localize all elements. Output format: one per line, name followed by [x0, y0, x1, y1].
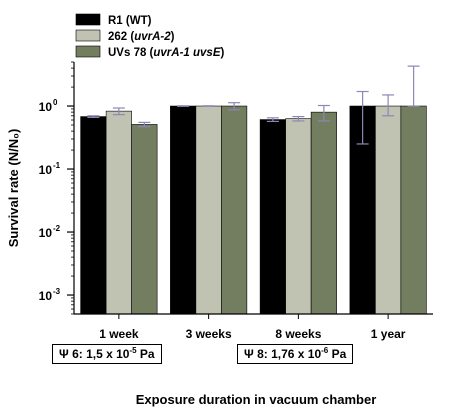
legend-label: UVs 78 (uvrA-1 uvsE) — [108, 47, 225, 59]
legend-swatch — [75, 13, 101, 26]
y-tick-label: 10 — [39, 226, 53, 240]
y-tick-exponent: -2 — [53, 224, 61, 233]
condition-unit: Pa — [328, 347, 347, 361]
legend-label: 262 (uvrA-2) — [108, 31, 175, 43]
y-axis-title: Survival rate (N/N₀) — [6, 129, 21, 248]
y-tick-exponent: 0 — [53, 98, 58, 107]
bar — [285, 118, 312, 315]
legend-label: R1 (WT) — [108, 15, 152, 27]
condition-exponent: -6 — [321, 346, 329, 355]
bar — [131, 124, 158, 315]
y-tick-label: 10 — [39, 163, 53, 177]
condition-exponent: -5 — [129, 346, 137, 355]
condition-box-vacuum-b: Ψ 8: 1,76 x 10-6 Pa — [237, 344, 354, 364]
psi-symbol: Ψ — [59, 347, 69, 361]
bar — [80, 116, 107, 315]
x-tick-label: 1 week — [99, 327, 139, 341]
y-tick-label: 10 — [39, 100, 53, 114]
x-tick-label: 8 weeks — [275, 327, 321, 341]
psi-symbol: Ψ — [244, 347, 254, 361]
y-tick-exponent: -3 — [53, 287, 61, 296]
bar — [105, 110, 132, 315]
bar — [170, 105, 197, 315]
x-axis-title: Exposure duration in vacuum chamber — [136, 392, 377, 407]
y-tick-exponent: -1 — [53, 161, 61, 170]
condition-unit: Pa — [136, 347, 155, 361]
y-tick-label: 10 — [39, 289, 53, 303]
bar — [221, 105, 248, 315]
condition-box-vacuum-a: Ψ 6: 1,5 x 10-5 Pa — [52, 344, 162, 364]
legend-swatch — [75, 45, 101, 58]
bar — [310, 111, 337, 315]
bar — [375, 105, 402, 315]
x-tick-label: 1 year — [371, 327, 406, 341]
bar — [259, 119, 286, 315]
legend-swatch — [75, 29, 101, 42]
bar — [195, 105, 222, 315]
condition-label: 6: 1,5 x 10 — [72, 347, 130, 361]
condition-label: 8: 1,76 x 10 — [257, 347, 322, 361]
x-tick-label: 3 weeks — [186, 327, 232, 341]
bar — [400, 105, 427, 315]
